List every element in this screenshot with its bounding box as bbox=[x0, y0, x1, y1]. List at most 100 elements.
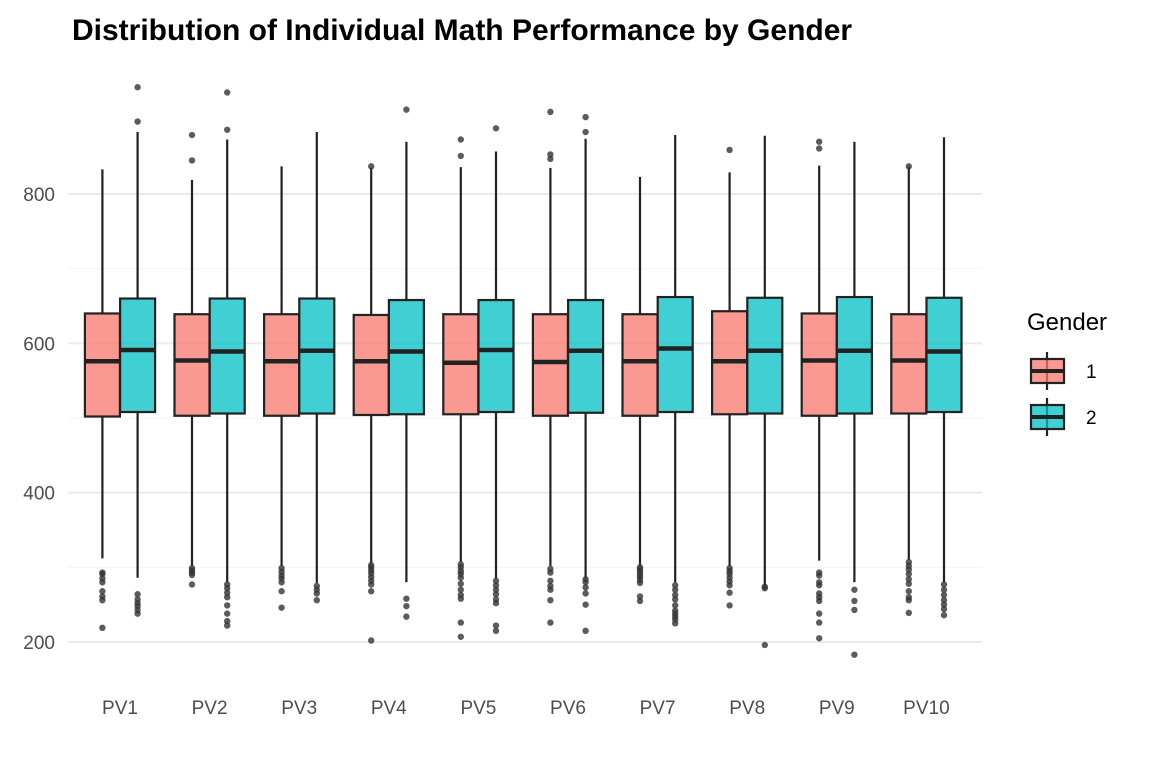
outlier-point bbox=[99, 575, 106, 582]
legend-key-1 bbox=[1029, 352, 1066, 390]
outlier-point bbox=[313, 582, 320, 590]
box-iqr bbox=[800, 312, 838, 417]
outlier-point bbox=[547, 596, 554, 604]
outlier-point bbox=[582, 627, 589, 634]
outlier-point bbox=[816, 590, 823, 597]
box-group bbox=[387, 106, 425, 620]
outlier-point bbox=[457, 586, 464, 593]
y-tick-label: 600 bbox=[23, 334, 55, 355]
outlier-point bbox=[851, 597, 858, 605]
outlier-point bbox=[761, 641, 768, 649]
outlier-point bbox=[313, 596, 320, 604]
outlier-point bbox=[224, 581, 231, 588]
box-iqr bbox=[173, 313, 211, 417]
box-iqr bbox=[566, 298, 605, 414]
outlier-point bbox=[368, 637, 375, 644]
outlier-point bbox=[99, 593, 106, 600]
chart-title: Distribution of Individual Math Performa… bbox=[72, 14, 852, 47]
outlier-point bbox=[761, 583, 768, 590]
outlier-point bbox=[672, 607, 679, 614]
outlier-point bbox=[636, 564, 644, 571]
outlier-point bbox=[851, 586, 858, 593]
outlier-point bbox=[582, 576, 589, 583]
outlier-point bbox=[134, 118, 141, 125]
outlier-point bbox=[492, 622, 500, 629]
box-group bbox=[890, 163, 928, 617]
outlier-point bbox=[368, 561, 375, 569]
outlier-point bbox=[224, 126, 231, 133]
box-iqr bbox=[208, 297, 246, 415]
box-group bbox=[118, 84, 157, 617]
outlier-point bbox=[905, 576, 912, 583]
outlier-point bbox=[816, 619, 823, 626]
outlier-point bbox=[492, 586, 500, 593]
legend-key-2 bbox=[1029, 398, 1066, 436]
outlier-point bbox=[582, 128, 589, 136]
outlier-point bbox=[278, 564, 285, 572]
x-tick-label: PV5 bbox=[460, 698, 496, 719]
outlier-point bbox=[726, 146, 733, 154]
outlier-point bbox=[905, 580, 912, 587]
box-group bbox=[173, 131, 211, 588]
outlier-point bbox=[816, 138, 823, 145]
outlier-point bbox=[403, 106, 410, 113]
outlier-point bbox=[851, 606, 858, 614]
outlier-point bbox=[547, 577, 554, 584]
box-iqr bbox=[621, 313, 659, 417]
box-iqr bbox=[925, 296, 963, 414]
outlier-point bbox=[726, 564, 733, 572]
box-iqr bbox=[263, 313, 301, 417]
outlier-point bbox=[188, 157, 196, 164]
legend-label: 1 bbox=[1086, 362, 1097, 383]
outlier-point bbox=[547, 582, 554, 590]
box-iqr bbox=[746, 296, 784, 415]
x-axis: PV1 PV2 PV3 PV4 PV5 PV6 PV7 PV8 PV9 PV10 bbox=[102, 698, 950, 719]
outlier-point bbox=[457, 152, 464, 160]
outlier-point bbox=[816, 569, 823, 576]
box-group bbox=[746, 135, 784, 649]
outlier-point bbox=[940, 581, 948, 588]
outlier-point bbox=[188, 581, 196, 588]
box-group bbox=[656, 135, 694, 627]
outlier-point bbox=[940, 601, 948, 608]
outlier-point bbox=[492, 125, 500, 132]
outlier-point bbox=[636, 597, 644, 605]
box-iqr bbox=[656, 295, 694, 414]
x-tick-label: PV10 bbox=[903, 698, 949, 719]
outlier-point bbox=[547, 565, 554, 573]
y-tick-label: 800 bbox=[23, 185, 55, 206]
outlier-point bbox=[188, 564, 196, 572]
outlier-point bbox=[816, 635, 823, 642]
outlier-point bbox=[905, 570, 912, 578]
x-tick-label: PV4 bbox=[371, 698, 407, 719]
box-group bbox=[531, 108, 570, 626]
box-iqr bbox=[477, 298, 515, 414]
box-group bbox=[835, 141, 874, 658]
outlier-point bbox=[851, 651, 858, 658]
outlier-point bbox=[547, 151, 554, 158]
outlier-point bbox=[905, 558, 912, 566]
x-tick-label: PV1 bbox=[102, 698, 138, 719]
legend-title: Gender bbox=[1027, 309, 1107, 336]
outlier-point bbox=[582, 584, 589, 591]
outlier-point bbox=[134, 596, 141, 603]
outlier-point bbox=[636, 593, 644, 600]
boxes-layer bbox=[83, 84, 963, 658]
outlier-point bbox=[224, 602, 231, 609]
box-iqr bbox=[352, 313, 390, 417]
outlier-point bbox=[905, 594, 912, 601]
outlier-point bbox=[905, 163, 912, 170]
box-group bbox=[83, 169, 122, 632]
outlier-point bbox=[403, 595, 410, 602]
box-iqr bbox=[890, 313, 928, 415]
outlier-point bbox=[457, 561, 464, 568]
outlier-point bbox=[224, 617, 231, 625]
legend-label: 2 bbox=[1086, 408, 1097, 429]
x-tick-label: PV6 bbox=[550, 698, 586, 719]
box-iqr bbox=[118, 297, 157, 414]
x-tick-label: PV9 bbox=[819, 698, 855, 719]
outlier-point bbox=[582, 601, 589, 608]
y-axis: 200 400 600 800 bbox=[23, 185, 55, 654]
outlier-point bbox=[134, 84, 141, 91]
